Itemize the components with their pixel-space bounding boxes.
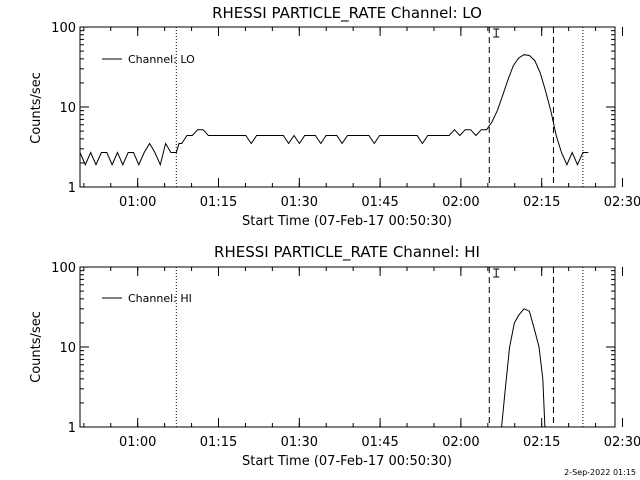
hi-y-tick-label: 10 bbox=[59, 341, 76, 356]
hi-plot-frame bbox=[79, 266, 616, 428]
lo-x-tick-label: 01:45 bbox=[361, 195, 398, 210]
hi-x-tick-label: 01:00 bbox=[119, 435, 156, 450]
lo-channel-panel: RHESSI PARTICLE_RATE Channel: LO Counts/… bbox=[29, 4, 640, 229]
hi-x-tick-label: 02:15 bbox=[523, 435, 560, 450]
hi-x-tick-label: 01:15 bbox=[200, 435, 237, 450]
lo-x-tick-label: 01:30 bbox=[281, 195, 318, 210]
hi-x-tick-label: 02:30 bbox=[604, 435, 640, 450]
hi-x-tick-label: 01:30 bbox=[281, 435, 318, 450]
hi-time-marker bbox=[493, 268, 500, 278]
lo-panel-title: RHESSI PARTICLE_RATE Channel: LO bbox=[212, 4, 482, 23]
lo-rate-series-line bbox=[79, 54, 589, 167]
lo-y-tick-label: 100 bbox=[51, 21, 76, 36]
hi-x-tick-label: 01:45 bbox=[361, 435, 398, 450]
lo-time-marker bbox=[493, 28, 500, 38]
lo-y-tick-label: 10 bbox=[59, 101, 76, 116]
lo-x-tick-label: 02:15 bbox=[523, 195, 560, 210]
lo-marker-lines bbox=[175, 27, 584, 187]
date-stamp: 2-Sep-2022 01:15 bbox=[564, 468, 636, 477]
lo-legend-label: Channel: LO bbox=[128, 53, 195, 66]
lo-y-axis-label: Counts/sec bbox=[29, 72, 44, 144]
hi-channel-panel: RHESSI PARTICLE_RATE Channel: HI Counts/… bbox=[29, 243, 640, 469]
hi-y-axis-label: Counts/sec bbox=[29, 311, 44, 383]
hi-y-tick-label: 1 bbox=[68, 421, 76, 436]
lo-x-tick-label: 02:00 bbox=[442, 195, 479, 210]
hi-rate-series-line bbox=[501, 308, 546, 428]
hi-i-beam-marker bbox=[493, 268, 500, 278]
hi-x-axis-label: Start Time (07-Feb-17 00:50:30) bbox=[242, 454, 452, 469]
lo-x-tick-label: 01:15 bbox=[200, 195, 237, 210]
lo-y-tick-label: 1 bbox=[68, 181, 76, 196]
lo-legend: Channel: LO bbox=[102, 53, 195, 66]
hi-panel-title: RHESSI PARTICLE_RATE Channel: HI bbox=[214, 243, 480, 262]
hi-legend-label: Channel: HI bbox=[128, 292, 192, 305]
lo-axis-ticks: 01:00 01:15 01:30 01:45 02:00 02:15 02:30 1 10 10… bbox=[51, 21, 640, 210]
lo-i-beam-marker bbox=[493, 28, 500, 38]
hi-legend: Channel: HI bbox=[102, 292, 192, 305]
hi-axis-ticks: 01:00 01:15 01:30 01:45 02:00 02:15 02:30 1 10 10… bbox=[51, 261, 640, 450]
hi-x-tick-label: 02:00 bbox=[442, 435, 479, 450]
hi-y-tick-label: 100 bbox=[51, 261, 76, 276]
lo-x-tick-label: 01:00 bbox=[119, 195, 156, 210]
lo-x-tick-label: 02:30 bbox=[604, 195, 640, 210]
hi-marker-lines bbox=[175, 267, 584, 427]
lo-x-axis-label: Start Time (07-Feb-17 00:50:30) bbox=[242, 214, 452, 229]
